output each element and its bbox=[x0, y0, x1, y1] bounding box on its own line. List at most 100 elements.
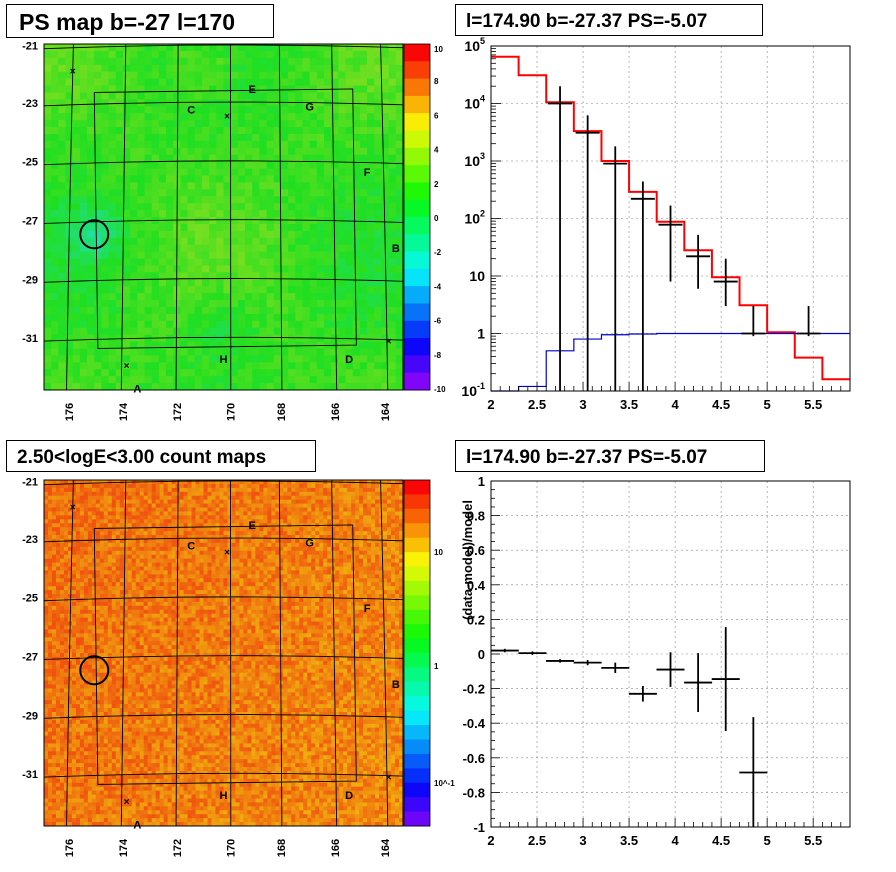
source-marker: × bbox=[224, 112, 230, 123]
region-label-a: A bbox=[133, 383, 141, 395]
colorbar-tick-label: 1 bbox=[434, 662, 439, 671]
y-tick-label: 10 bbox=[469, 268, 485, 284]
spectrum-ticks bbox=[490, 48, 851, 392]
x-tick-label: 2 bbox=[487, 397, 494, 412]
y-tick-label: -23 bbox=[22, 98, 38, 110]
x-tick-label: 166 bbox=[330, 839, 342, 857]
colorbar-tick-label: 10 bbox=[434, 45, 443, 54]
residual-point bbox=[628, 686, 657, 702]
x-tick-label: 4.5 bbox=[712, 397, 730, 412]
region-label-g: G bbox=[305, 101, 314, 113]
colorbar: 10 8 6 4 2 0 -2 -4 -6 -8 -10 bbox=[403, 43, 446, 394]
y-tick-label: -25 bbox=[22, 593, 38, 605]
y-tick-label: 0.4 bbox=[467, 578, 486, 593]
x-tick-label: 164 bbox=[380, 402, 392, 421]
region-label-h: H bbox=[220, 790, 228, 802]
region-label-f: F bbox=[364, 167, 371, 179]
y-tick-label: 104 bbox=[464, 94, 485, 112]
residual-point bbox=[518, 651, 547, 655]
heatmap-frame bbox=[43, 479, 404, 827]
y-tick-label: 0.8 bbox=[467, 509, 485, 524]
y-tick-label: -31 bbox=[22, 769, 38, 781]
x-tick-label: 5.5 bbox=[804, 397, 822, 412]
source-marker: × bbox=[124, 797, 130, 808]
colorbar-tick-label: -8 bbox=[434, 351, 442, 360]
x-tick-label: 174 bbox=[118, 838, 130, 857]
colorbar: 10 1 10^-1 bbox=[403, 479, 455, 827]
coordinate-grid bbox=[43, 43, 404, 391]
colorbar-tick-label: 4 bbox=[434, 146, 439, 155]
x-tick-label: 5 bbox=[764, 833, 771, 848]
region-label-a: A bbox=[133, 819, 141, 831]
x-tick-label: 2 bbox=[487, 833, 494, 848]
colorbar-tick-label: 8 bbox=[434, 77, 439, 86]
y-tick-label: 0.2 bbox=[467, 612, 485, 627]
y-tick-label: -21 bbox=[22, 41, 38, 53]
x-tick-label: 5.5 bbox=[804, 833, 822, 848]
data-point bbox=[548, 86, 573, 391]
region-label-e: E bbox=[249, 520, 256, 532]
x-tick-label: 4.5 bbox=[712, 833, 730, 848]
y-tick-label: 10-1 bbox=[461, 381, 485, 399]
x-tick-label: 3 bbox=[579, 397, 586, 412]
colorbar-tick-label: -4 bbox=[434, 282, 442, 291]
data-point bbox=[741, 306, 766, 337]
region-label-e: E bbox=[249, 84, 256, 96]
source-marker: × bbox=[386, 773, 392, 784]
residual-point bbox=[739, 717, 768, 827]
region-label-c: C bbox=[187, 105, 195, 117]
colorbar-tick-label: 10^-1 bbox=[434, 779, 455, 788]
source-marker: × bbox=[386, 337, 392, 348]
y-tick-label: 103 bbox=[464, 151, 485, 169]
y-tick-label: -0.8 bbox=[463, 785, 485, 800]
residual-point bbox=[601, 662, 630, 674]
x-tick-label: 3.5 bbox=[620, 833, 638, 848]
colorbar-tick-label: 0 bbox=[434, 214, 439, 223]
x-tick-label: 172 bbox=[172, 403, 184, 421]
colorbar-tick-label: 2 bbox=[434, 180, 439, 189]
y-tick-label: 1 bbox=[477, 326, 485, 342]
x-tick-label: 4 bbox=[671, 397, 679, 412]
y-tick-label: 0.6 bbox=[467, 543, 485, 558]
target-circle bbox=[79, 219, 110, 250]
region-label-g: G bbox=[305, 537, 314, 549]
heatmap-cells bbox=[44, 480, 404, 827]
y-tick-label: -27 bbox=[22, 651, 38, 663]
x-tick-label: 172 bbox=[172, 839, 184, 857]
x-tick-label: 4 bbox=[671, 833, 679, 848]
y-tick-label: -0.4 bbox=[463, 716, 486, 731]
source-marker: × bbox=[70, 67, 76, 78]
x-tick-label: 2.5 bbox=[528, 397, 546, 412]
y-tick-label: 102 bbox=[464, 209, 485, 227]
residual-title: l=174.90 b=-27.37 PS=-5.07 bbox=[455, 440, 765, 472]
y-tick-label: -31 bbox=[22, 333, 38, 345]
y-tick-label: -25 bbox=[22, 157, 38, 169]
y-tick-label: -27 bbox=[22, 215, 38, 227]
data-point bbox=[796, 306, 821, 337]
target-circle bbox=[79, 655, 110, 686]
ps-map-heatmap: A B C D E F G H × × × × 176 174 172 170 168 166 164 -21 -23 -… bbox=[22, 41, 446, 421]
region-label-b: B bbox=[392, 243, 400, 255]
residual-point bbox=[546, 659, 575, 663]
x-tick-label: 176 bbox=[64, 839, 76, 857]
data-point bbox=[603, 146, 628, 391]
data-point bbox=[658, 205, 683, 282]
data-point bbox=[575, 115, 600, 391]
y-tick-label: -29 bbox=[22, 274, 38, 286]
y-tick-label: -0.6 bbox=[463, 751, 485, 766]
count-map-title: 2.50<logE<3.00 count maps bbox=[6, 440, 316, 472]
colorbar-tick-label: 6 bbox=[434, 111, 439, 120]
y-axis-label: (data-model)/model bbox=[460, 500, 475, 620]
residual-point bbox=[684, 653, 713, 712]
x-tick-label: 174 bbox=[118, 402, 130, 421]
x-tick-label: 5 bbox=[764, 397, 771, 412]
y-tick-label: 105 bbox=[464, 36, 485, 54]
x-tick-label: 176 bbox=[64, 403, 76, 421]
x-tick-label: 164 bbox=[380, 838, 392, 857]
colorbar-tick-label: 10 bbox=[434, 548, 443, 557]
residual-point bbox=[656, 652, 685, 687]
colorbar-tick-label: -2 bbox=[434, 248, 442, 257]
region-label-d: D bbox=[345, 354, 353, 366]
